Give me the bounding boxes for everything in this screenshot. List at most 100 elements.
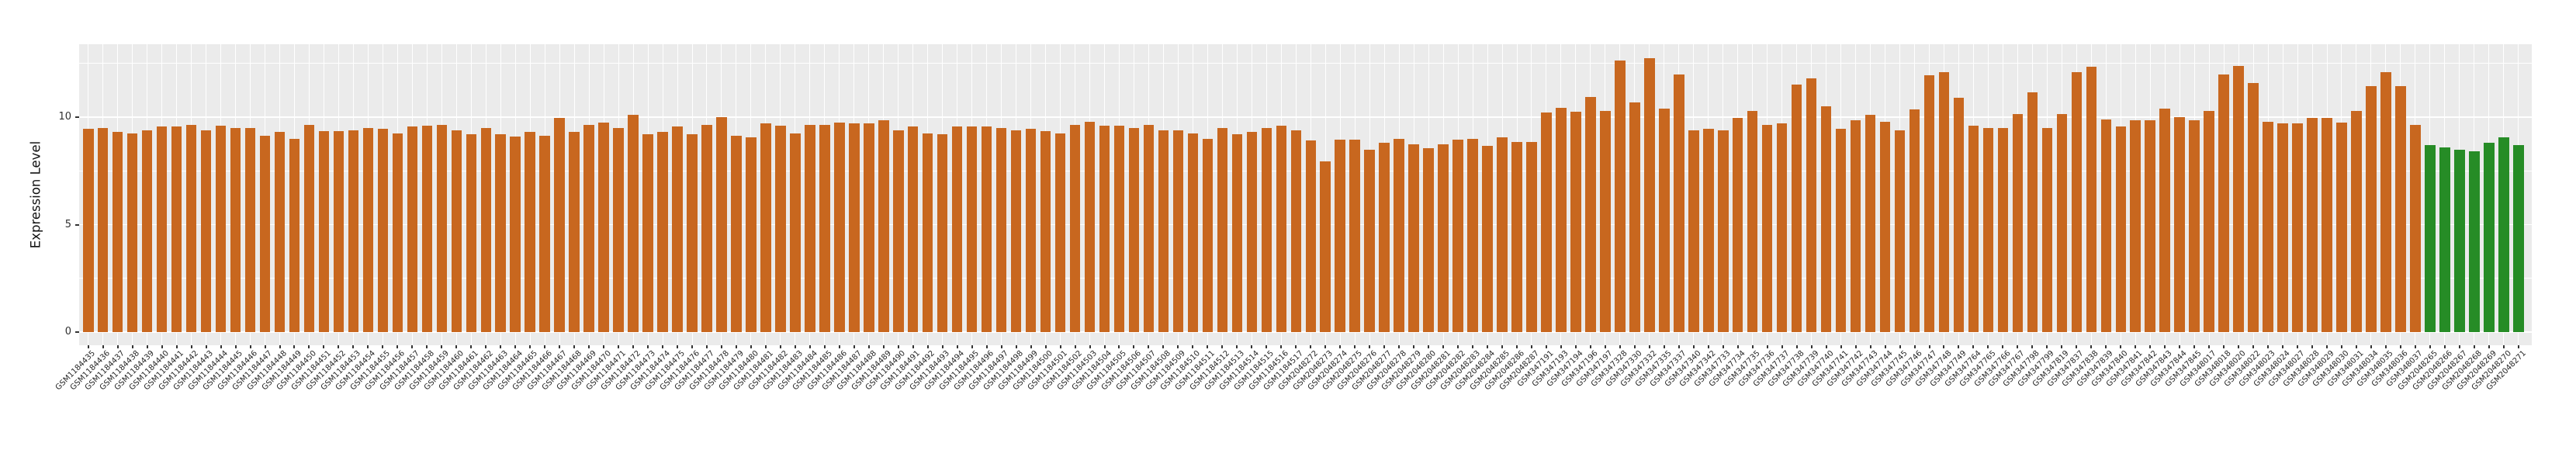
x-tick [161, 345, 163, 348]
x-tick [1383, 345, 1386, 348]
x-tick [1354, 345, 1356, 348]
bar [466, 134, 477, 332]
bar [1806, 78, 1817, 332]
x-tick [131, 345, 133, 348]
bar [1276, 126, 1287, 332]
x-tick [603, 345, 605, 348]
bar [333, 131, 345, 332]
x-tick [2090, 345, 2093, 348]
bar [2395, 85, 2406, 332]
bar [1143, 124, 1155, 332]
bar [819, 124, 830, 332]
bar [303, 124, 315, 332]
x-tick [662, 345, 664, 348]
bar [1644, 57, 1655, 332]
x-tick [1280, 345, 1283, 348]
x-tick [867, 345, 870, 348]
bar [1394, 138, 1404, 332]
x-tick [338, 345, 340, 348]
x-tick [2076, 345, 2078, 348]
x-tick [1795, 345, 1798, 348]
x-tick [396, 345, 399, 348]
bar [407, 126, 418, 332]
x-tick [794, 345, 796, 348]
bar [2263, 121, 2273, 332]
x-tick [2017, 345, 2019, 348]
plot-panel [79, 44, 2532, 345]
bar [2498, 137, 2509, 332]
bar [569, 132, 580, 332]
bar [1688, 130, 1699, 332]
x-tick [632, 345, 635, 348]
x-tick [544, 345, 546, 348]
x-tick [2179, 345, 2181, 348]
y-tick-label: 0 [64, 326, 71, 338]
bar [495, 134, 506, 332]
bar [289, 138, 300, 332]
bar [171, 126, 182, 332]
x-tick [1310, 345, 1312, 348]
x-tick [205, 345, 207, 348]
bar [1968, 126, 1979, 332]
bar [1585, 96, 1596, 332]
x-tick [455, 345, 458, 348]
bar [1054, 133, 1066, 332]
x-tick [2384, 345, 2387, 348]
x-tick [2399, 345, 2401, 348]
bar [642, 134, 653, 332]
bar [2027, 92, 2038, 332]
x-tick [1810, 345, 1813, 348]
bar [2439, 147, 2450, 332]
bar [2322, 118, 2332, 332]
bar [2130, 120, 2141, 332]
x-tick [705, 345, 708, 348]
x-tick [1619, 345, 1621, 348]
x-tick [853, 345, 855, 348]
x-tick [618, 345, 620, 348]
bar [1158, 130, 1169, 332]
x-tick [382, 345, 384, 348]
x-tick [2370, 345, 2372, 348]
bar [156, 126, 168, 332]
bar [2189, 120, 2200, 332]
x-tick [323, 345, 325, 348]
x-tick [529, 345, 531, 348]
x-tick [1604, 345, 1606, 348]
x-tick [2414, 345, 2416, 348]
bar [1482, 146, 1493, 332]
bar [1953, 98, 1965, 332]
x-tick [220, 345, 222, 348]
bar [1305, 140, 1316, 332]
bar [1467, 138, 1478, 332]
bar [2513, 145, 2524, 332]
bar [97, 127, 109, 332]
bar [1923, 74, 1935, 332]
bar [525, 132, 535, 332]
bar [2204, 110, 2214, 332]
x-tick [367, 345, 369, 348]
x-tick [1059, 345, 1061, 348]
x-tick [116, 345, 119, 348]
x-tick [411, 345, 414, 348]
x-tick [1442, 345, 1445, 348]
x-tick [1015, 345, 1017, 348]
bar [701, 124, 712, 332]
bar [1835, 129, 1847, 332]
bar [1231, 134, 1243, 332]
bar [1570, 112, 1581, 332]
bar [2351, 110, 2362, 332]
x-tick [264, 345, 266, 348]
x-tick [677, 345, 679, 348]
bar [185, 124, 197, 332]
bar [716, 117, 727, 332]
x-tick [1692, 345, 1695, 348]
x-tick [1044, 345, 1047, 348]
bar [1290, 130, 1302, 332]
x-tick [1428, 345, 1430, 348]
x-tick [293, 345, 296, 348]
bar [834, 122, 845, 332]
x-tick [470, 345, 473, 348]
x-tick [2061, 345, 2063, 348]
bar [1703, 129, 1714, 332]
x-tick [234, 345, 237, 348]
